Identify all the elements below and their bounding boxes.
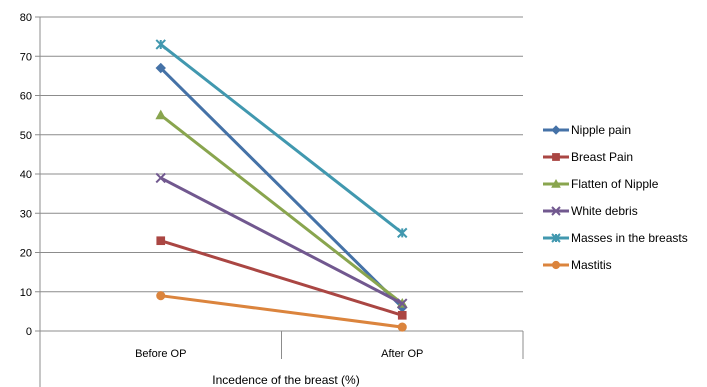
series-line <box>160 294 403 329</box>
legend-marker <box>551 260 561 270</box>
data-point <box>155 39 166 50</box>
x-tick-label: After OP <box>381 348 423 360</box>
legend-item: White debris <box>543 204 638 218</box>
legend-label: Mastitis <box>571 258 612 272</box>
y-tick-label: 20 <box>20 248 32 260</box>
legend-item: Nipple pain <box>543 123 631 137</box>
legend-label: Nipple pain <box>571 123 631 137</box>
legend-item: Breast Pain <box>543 150 633 164</box>
legend-label: Breast Pain <box>571 150 633 164</box>
series-white-debris <box>155 172 408 309</box>
x-axis-title: Incedence of the breast (%) <box>212 373 359 387</box>
data-point <box>155 172 166 184</box>
legend-label: White debris <box>571 204 638 218</box>
legend-item: Mastitis <box>543 258 612 272</box>
series-line <box>159 113 404 305</box>
legend-marker <box>551 178 561 188</box>
data-point <box>155 62 166 74</box>
grid-lines <box>40 16 523 293</box>
series-breast-pain <box>156 236 407 320</box>
y-tick-label: 40 <box>20 169 32 181</box>
data-point <box>397 227 408 239</box>
legend-item: Flatten of Nipple <box>543 177 659 191</box>
data-point <box>156 236 166 246</box>
y-tick-label: 10 <box>20 287 32 299</box>
x-tick-label: Before OP <box>135 348 186 360</box>
legend-label: Flatten of Nipple <box>571 177 659 191</box>
y-tick-label: 0 <box>26 326 32 338</box>
series-mastitis <box>156 291 407 332</box>
y-axis: 0 10 20 30 40 50 60 70 80 <box>20 12 41 338</box>
legend-item: Masses in the breasts <box>543 231 688 245</box>
y-tick-label: 30 <box>20 208 32 220</box>
series-layer <box>155 39 408 332</box>
legend-label: Masses in the breasts <box>571 231 688 245</box>
data-point <box>397 310 407 320</box>
legend-marker <box>551 206 561 216</box>
series-line <box>160 239 403 317</box>
data-point <box>397 322 407 332</box>
y-tick-label: 70 <box>20 51 32 63</box>
data-point <box>156 291 166 301</box>
series-nipple-pain <box>155 62 408 313</box>
series-line <box>159 43 404 235</box>
series-line <box>159 66 404 309</box>
y-tick-label: 60 <box>20 91 32 103</box>
x-axis: Before OP After OP <box>39 330 524 387</box>
legend-marker <box>552 153 560 161</box>
series-masses-in-the-breasts <box>155 39 408 239</box>
legend: Nipple pain Breast Pain Flatten of Nipple W… <box>543 123 688 272</box>
y-tick-label: 50 <box>20 130 32 142</box>
series-line <box>160 176 403 305</box>
data-point <box>397 298 408 309</box>
y-tick-label: 80 <box>20 12 32 24</box>
legend-marker <box>551 233 561 243</box>
legend-marker <box>551 125 561 135</box>
data-point <box>155 109 167 120</box>
